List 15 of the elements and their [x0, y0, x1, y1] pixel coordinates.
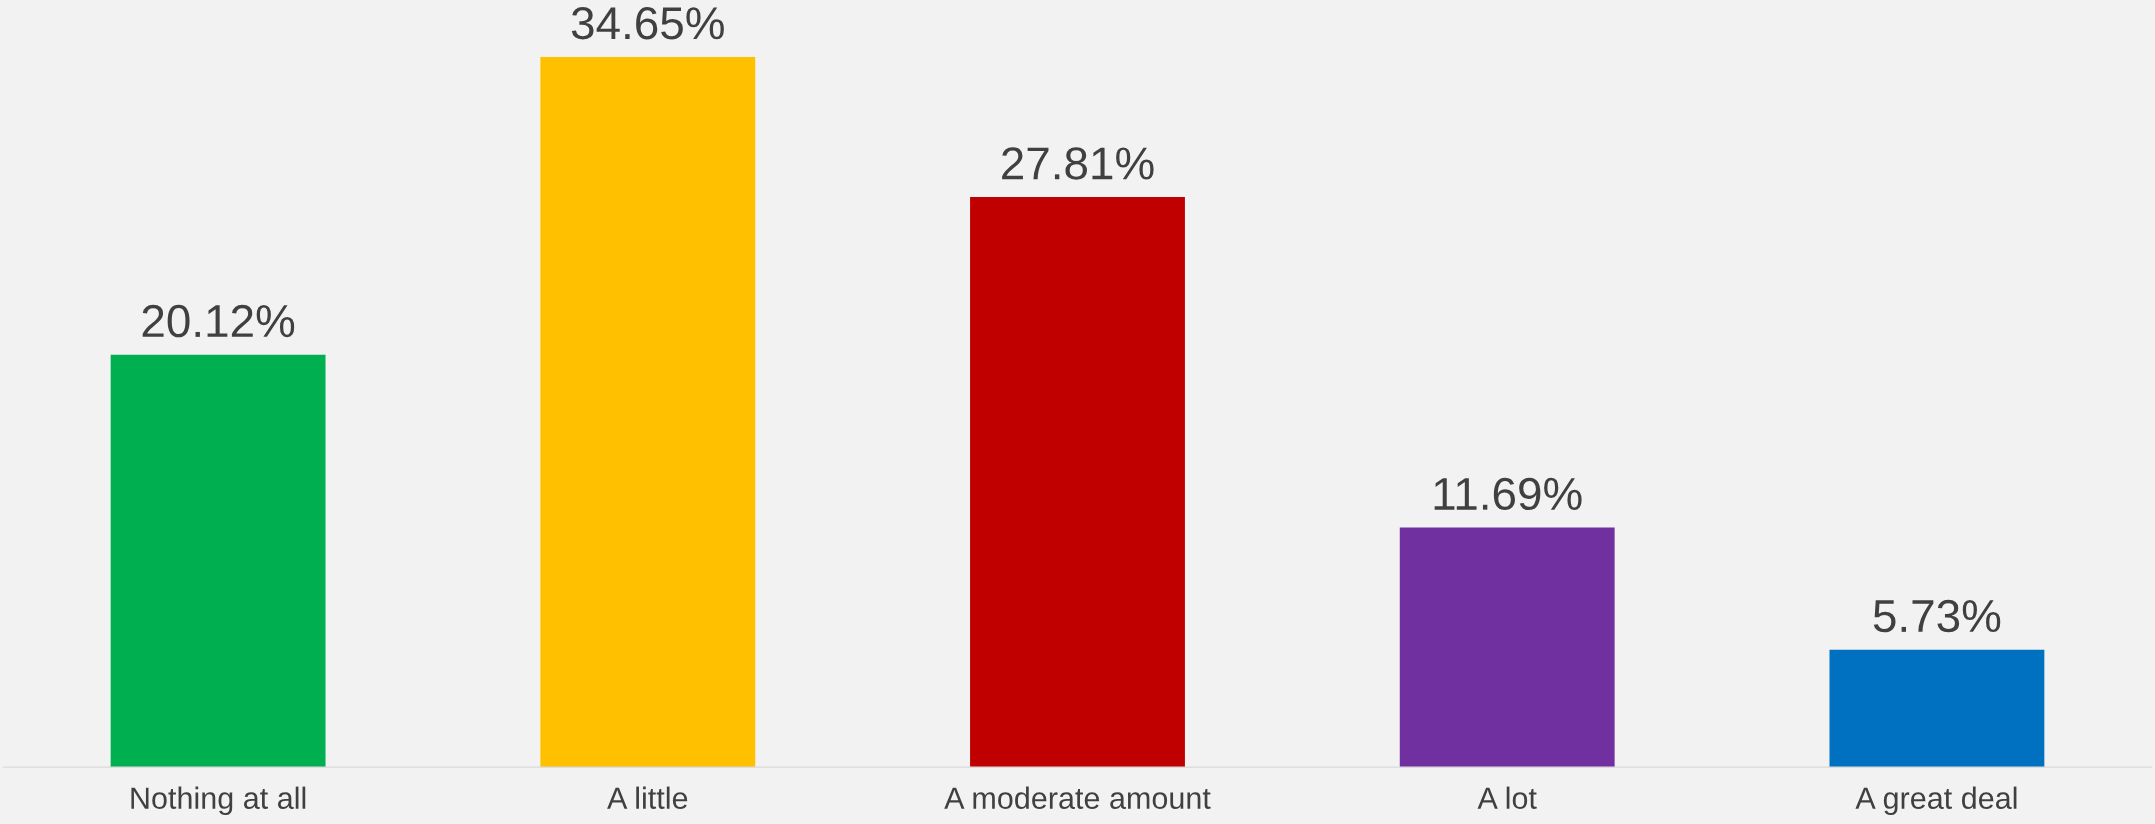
x-tick-label: A lot	[1477, 786, 1537, 810]
x-tick-label: A great deal	[1855, 786, 2017, 816]
bar	[110, 354, 326, 768]
data-label: 27.81%	[1002, 147, 1154, 180]
bar	[970, 197, 1185, 768]
data-label: 20.12%	[142, 304, 295, 338]
x-tick-label: A moderate amount	[944, 786, 1211, 810]
bar	[1399, 527, 1615, 768]
data-label: 11.69%	[1434, 477, 1582, 511]
bar	[540, 56, 756, 768]
x-tick-label: A little	[607, 786, 688, 810]
bar	[1829, 649, 2045, 768]
data-label: 5.73%	[1873, 599, 2001, 633]
x-tick-label: Nothing at all	[131, 786, 306, 816]
data-label: 34.65%	[571, 7, 724, 40]
